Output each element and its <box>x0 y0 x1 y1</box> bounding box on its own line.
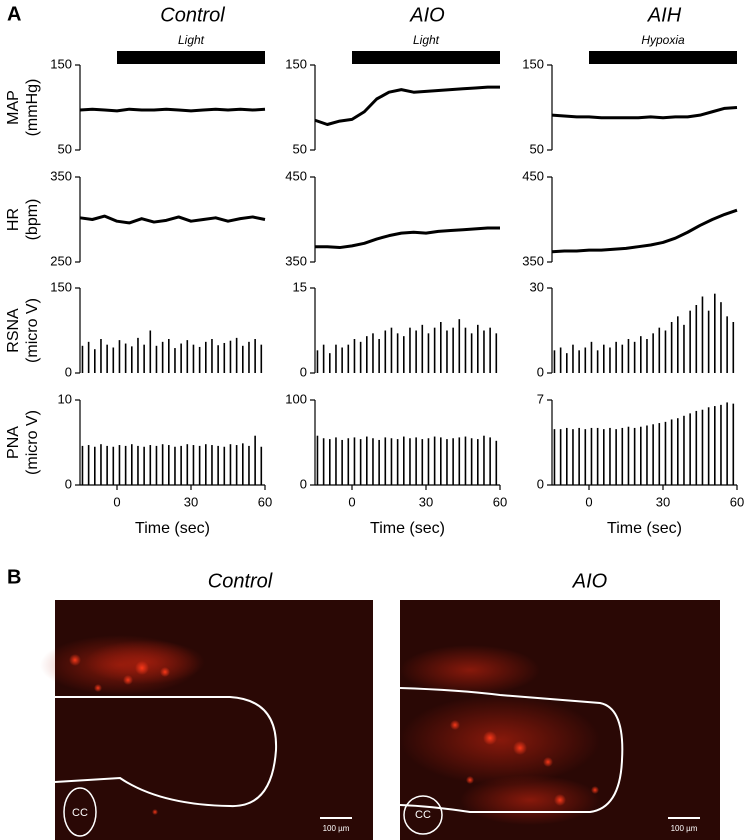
y-tick-label: 50 <box>530 141 544 156</box>
trace <box>314 85 500 126</box>
trace <box>551 208 738 254</box>
y-tick-label: 50 <box>293 141 307 156</box>
y-tick-label: 250 <box>50 253 72 268</box>
y-tick-label: 7 <box>537 391 544 406</box>
x-tick-label: 30 <box>184 494 198 509</box>
scale-label: 100 µm <box>671 824 698 833</box>
panel-label: A <box>7 3 21 25</box>
region-label: CC <box>72 807 88 819</box>
y-tick-label: 30 <box>530 279 544 294</box>
y-tick-label: 0 <box>537 476 544 491</box>
y-tick-label: 350 <box>285 253 307 268</box>
x-tick-label: 0 <box>585 494 592 509</box>
micrograph <box>40 600 373 840</box>
y-axis-unit: (mmHg) <box>24 79 41 137</box>
y-tick-label: 100 <box>285 391 307 406</box>
y-tick-label: 0 <box>65 476 72 491</box>
column-title: Control <box>160 4 225 26</box>
stimulus-label: Hypoxia <box>641 33 685 47</box>
column-title: AIH <box>647 4 682 26</box>
y-tick-label: 450 <box>285 168 307 183</box>
x-tick-label: 0 <box>348 494 355 509</box>
y-axis-unit: (micro V) <box>24 298 41 363</box>
stimulus-bar <box>589 51 737 64</box>
y-tick-label: 350 <box>50 168 72 183</box>
y-tick-label: 0 <box>300 476 307 491</box>
stimulus-bar <box>352 51 500 64</box>
y-tick-label: 10 <box>58 391 72 406</box>
x-tick-label: 0 <box>113 494 120 509</box>
image-title: AIO <box>572 570 607 592</box>
x-axis-label: Time (sec) <box>135 520 210 537</box>
y-axis-label: MAP <box>5 90 22 125</box>
y-tick-label: 150 <box>50 56 72 71</box>
trace <box>315 226 500 250</box>
stimulus-bar <box>117 51 265 64</box>
y-axis-unit: (bpm) <box>24 199 41 241</box>
y-tick-label: 150 <box>285 56 307 71</box>
y-axis-label: RSNA <box>5 308 22 353</box>
region-label: CC <box>415 809 431 821</box>
x-tick-label: 30 <box>419 494 433 509</box>
scale-label: 100 µm <box>323 824 350 833</box>
y-tick-label: 150 <box>50 279 72 294</box>
trace <box>551 106 738 120</box>
stimulus-label: Light <box>413 33 440 47</box>
y-tick-label: 150 <box>522 56 544 71</box>
y-axis-unit: (micro V) <box>24 410 41 475</box>
panel-label: B <box>7 566 21 588</box>
y-tick-label: 0 <box>537 364 544 379</box>
y-tick-label: 450 <box>522 168 544 183</box>
x-tick-label: 60 <box>258 494 272 509</box>
micrograph <box>399 600 720 840</box>
y-tick-label: 350 <box>522 253 544 268</box>
stimulus-label: Light <box>178 33 205 47</box>
x-axis-label: Time (sec) <box>370 520 445 537</box>
y-axis-label: PNA <box>5 426 22 459</box>
y-tick-label: 0 <box>65 364 72 379</box>
x-tick-label: 60 <box>730 494 744 509</box>
trace <box>79 107 266 113</box>
x-axis-label: Time (sec) <box>607 520 682 537</box>
trace <box>79 214 266 225</box>
x-tick-label: 60 <box>493 494 507 509</box>
column-title: AIO <box>409 4 444 26</box>
x-tick-label: 30 <box>656 494 670 509</box>
y-axis-label: HR <box>5 208 22 231</box>
image-title: Control <box>208 570 273 592</box>
y-tick-label: 0 <box>300 364 307 379</box>
y-tick-label: 15 <box>293 279 307 294</box>
y-tick-label: 50 <box>58 141 72 156</box>
